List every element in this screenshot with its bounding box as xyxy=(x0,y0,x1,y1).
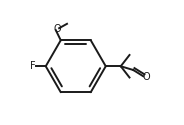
Text: O: O xyxy=(54,24,61,34)
Text: F: F xyxy=(30,61,36,71)
Text: O: O xyxy=(142,72,150,82)
